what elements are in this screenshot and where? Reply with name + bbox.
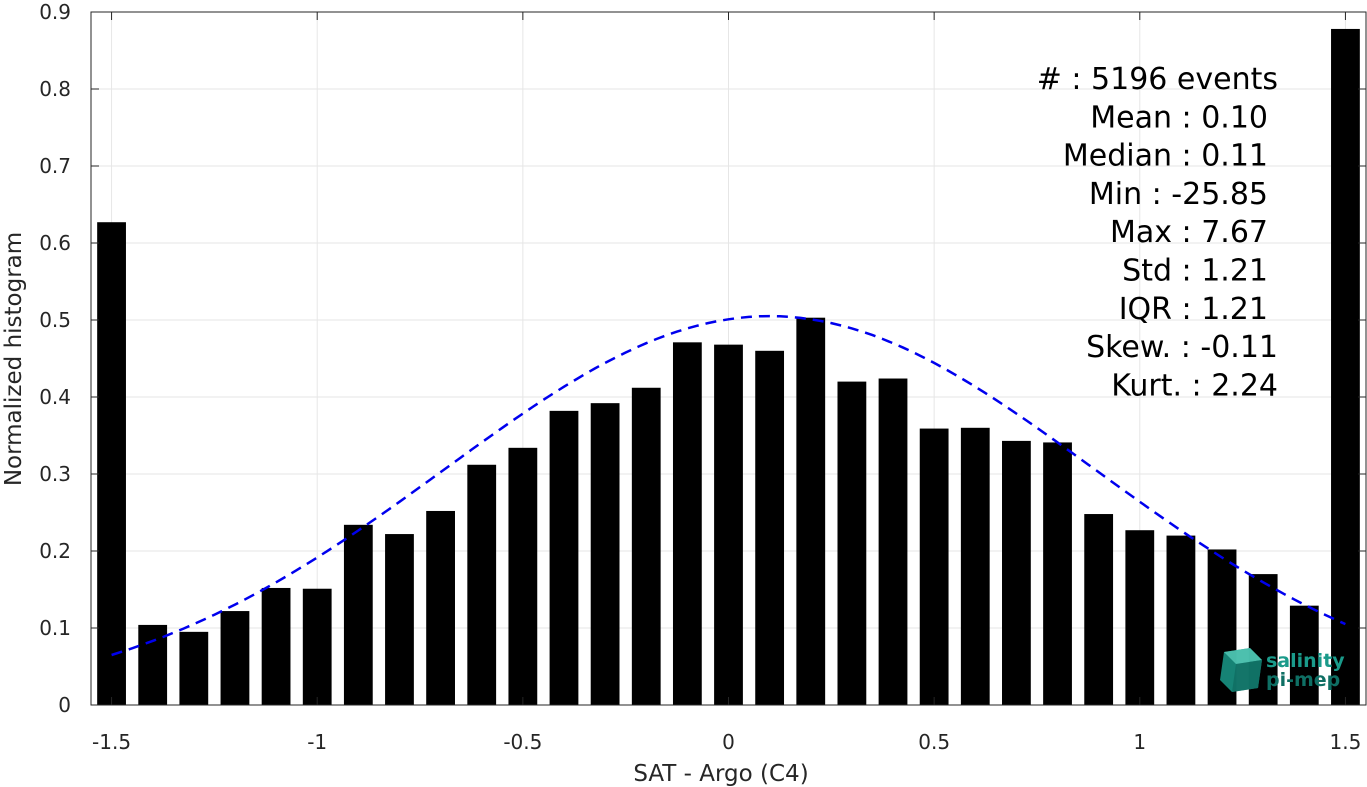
histogram-bar [1331, 28, 1360, 705]
salinity-pimep-logo: salinity pi-mep [1220, 648, 1345, 692]
y-tick-label: 0.9 [39, 0, 71, 24]
cube-logo-icon [1220, 648, 1262, 692]
stat-line: IQR : 1.21 [1119, 292, 1268, 327]
histogram-bar [837, 381, 867, 705]
histogram-bar [1084, 514, 1114, 705]
histogram-bar [590, 403, 620, 705]
histogram-bar [1289, 605, 1319, 705]
logo-text-pimep: pi-mep [1266, 669, 1340, 691]
stat-line: # : 5196 events [1037, 62, 1278, 97]
stat-line: Kurt. : 2.24 [1111, 368, 1278, 403]
histogram-bar [1043, 442, 1072, 705]
x-tick-label: -1.5 [92, 730, 131, 754]
histogram-bar [261, 587, 291, 705]
histogram-bar [796, 317, 826, 705]
histogram-bar [1166, 535, 1196, 705]
x-tick-label: 0.5 [918, 730, 950, 754]
x-tick-label: 1 [1133, 730, 1146, 754]
x-tick-label: 0 [722, 730, 735, 754]
stat-line: Max : 7.67 [1110, 215, 1268, 250]
histogram-bar [1125, 530, 1155, 705]
histogram-bar [960, 427, 990, 705]
y-axis-title: Normalized histogram [1, 232, 27, 486]
histogram-bar [179, 631, 209, 705]
stat-line: Min : -25.85 [1089, 177, 1268, 212]
histogram-bar [755, 350, 785, 705]
histogram-bar [631, 387, 661, 705]
histogram-bar [426, 510, 455, 705]
histogram-bar [919, 428, 949, 705]
histogram-bar [220, 611, 250, 705]
gaussian-fit-curve [111, 314, 1346, 657]
histogram-bar [385, 534, 414, 705]
histogram-bar [878, 378, 908, 705]
y-tick-label: 0 [58, 693, 71, 717]
y-axis-ticks: 0 0.1 0.2 0.3 0.4 0.5 0.6 0.7 0.8 0.9 [39, 0, 1366, 717]
histogram-bar [508, 447, 538, 705]
histogram-bar [97, 222, 126, 705]
logo-text-salinity: salinity [1266, 650, 1345, 672]
x-tick-label: -1 [307, 730, 327, 754]
histogram-bars [97, 28, 1360, 705]
y-tick-label: 0.3 [39, 462, 71, 486]
y-tick-label: 0.2 [39, 539, 71, 563]
y-tick-label: 0.6 [39, 231, 71, 255]
y-tick-label: 0.4 [39, 385, 71, 409]
y-tick-label: 0.5 [39, 308, 71, 332]
stat-line: Skew. : -0.11 [1086, 330, 1278, 365]
histogram-bar [1002, 440, 1031, 705]
stat-line: Mean : 0.10 [1090, 100, 1268, 135]
x-axis-title: SAT - Argo (C4) [633, 761, 808, 787]
histogram-bar [302, 588, 332, 705]
histogram-bar [672, 342, 702, 705]
stat-line: Std : 1.21 [1122, 254, 1268, 289]
x-tick-label: -0.5 [503, 730, 542, 754]
histogram-bar [549, 410, 579, 705]
histogram-bar [138, 624, 168, 705]
y-tick-label: 0.7 [39, 154, 71, 178]
y-tick-label: 0.1 [39, 616, 71, 640]
y-tick-label: 0.8 [39, 77, 71, 101]
x-axis-ticks: -1.5 -1 -0.5 0 0.5 1 1.5 [92, 12, 1361, 754]
histogram-bar [714, 344, 743, 705]
stat-line: Median : 0.11 [1063, 139, 1268, 174]
histogram-bar [343, 524, 373, 705]
histogram-bar [467, 464, 497, 705]
x-tick-label: 1.5 [1330, 730, 1362, 754]
